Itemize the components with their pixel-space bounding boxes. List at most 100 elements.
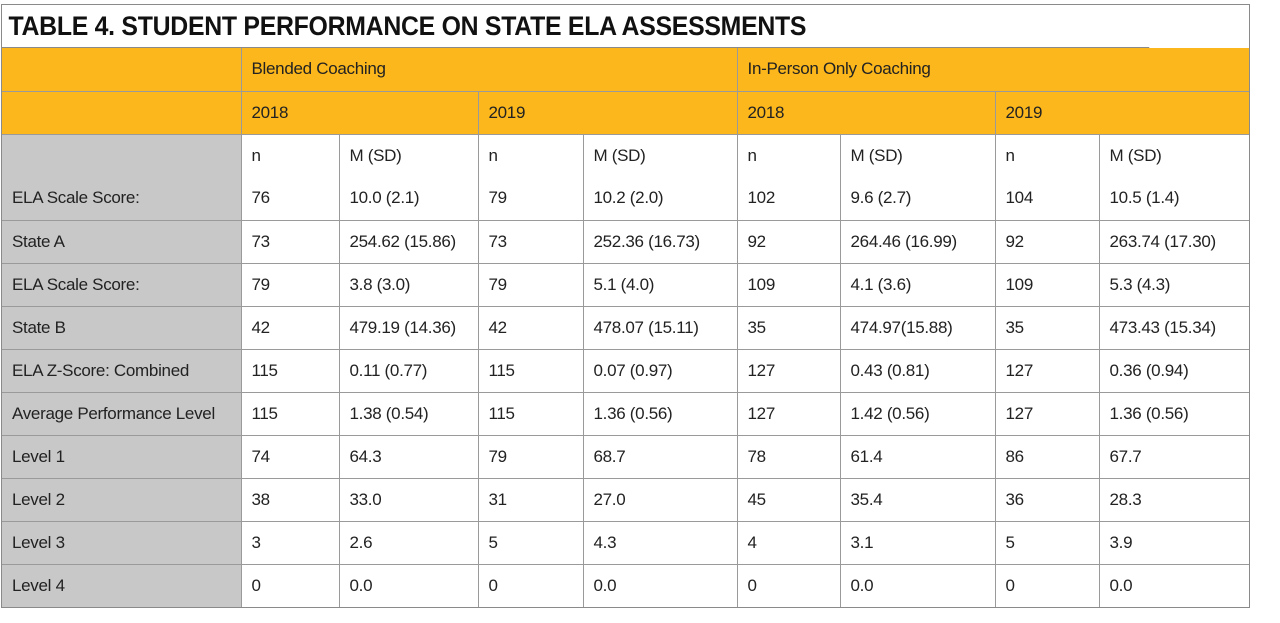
mean-sd-cell: 10.2 (2.0) [582,177,738,221]
mean-sd-cell: 28.3 [1098,477,1250,522]
n-cell: 127 [736,391,841,436]
mean-sd-cell: 10.0 (2.1) [338,177,479,221]
mean-sd-cell: 67.7 [1098,434,1250,479]
row-label: ELA Scale Score: [2,177,242,221]
mean-sd-cell: 0.0 [338,563,479,607]
row-label: State B [2,305,242,350]
n-cell: 0 [994,563,1100,607]
subheader-corner [2,133,242,177]
n-cell: 4 [736,520,841,565]
subheader-row: n M (SD) n M (SD) n M (SD) n M (SD) [2,133,1250,177]
mean-sd-cell: 3.8 (3.0) [338,262,479,307]
n-cell: 74 [240,434,340,479]
subheader-cell: M (SD) [1098,133,1250,177]
n-cell: 127 [736,348,841,393]
n-cell: 73 [477,219,584,264]
mean-sd-cell: 0.11 (0.77) [338,348,479,393]
year-header: 2018 [240,90,479,135]
year-header: 2019 [994,90,1250,135]
mean-sd-cell: 252.36 (16.73) [582,219,738,264]
n-cell: 109 [736,262,841,307]
table-frame: TABLE 4. STUDENT PERFORMANCE ON STATE EL… [1,4,1250,608]
row-label: Level 2 [2,477,242,522]
n-cell: 115 [240,348,340,393]
table-row: Level 4 0 0.0 0 0.0 0 0.0 0 0.0 [2,563,1250,607]
mean-sd-cell: 0.07 (0.97) [582,348,738,393]
subheader-cell: M (SD) [338,133,479,177]
table-row: Level 2 38 33.0 31 27.0 45 35.4 36 28.3 [2,477,1250,522]
year-header: 2018 [736,90,996,135]
mean-sd-cell: 5.3 (4.3) [1098,262,1250,307]
n-cell: 5 [994,520,1100,565]
subheader-cell: n [994,133,1100,177]
n-cell: 5 [477,520,584,565]
table-row: Level 1 74 64.3 79 68.7 78 61.4 86 67.7 [2,434,1250,479]
n-cell: 45 [736,477,841,522]
n-cell: 73 [240,219,340,264]
n-cell: 31 [477,477,584,522]
mean-sd-cell: 27.0 [582,477,738,522]
row-label: Level 3 [2,520,242,565]
row-label: State A [2,219,242,264]
mean-sd-cell: 0.43 (0.81) [839,348,996,393]
n-cell: 127 [994,348,1100,393]
year-header-row: 2018 2019 2018 2019 [2,90,1250,135]
row-label: Level 1 [2,434,242,479]
n-cell: 127 [994,391,1100,436]
n-cell: 76 [240,177,340,221]
table-row: State A 73 254.62 (15.86) 73 252.36 (16.73) 9… [2,219,1250,264]
n-cell: 92 [736,219,841,264]
year-header: 2019 [477,90,738,135]
mean-sd-cell: 1.36 (0.56) [582,391,738,436]
subheader-cell: M (SD) [839,133,996,177]
mean-sd-cell: 263.74 (17.30) [1098,219,1250,264]
mean-sd-cell: 254.62 (15.86) [338,219,479,264]
performance-table: Blended Coaching In-Person Only Coaching… [2,48,1250,607]
mean-sd-cell: 1.42 (0.56) [839,391,996,436]
group-header-corner [2,48,242,92]
n-cell: 0 [240,563,340,607]
n-cell: 42 [240,305,340,350]
group-header-blended: Blended Coaching [240,48,738,92]
mean-sd-cell: 264.46 (16.99) [839,219,996,264]
mean-sd-cell: 61.4 [839,434,996,479]
table-body: ELA Scale Score: 76 10.0 (2.1) 79 10.2 (2.0)… [2,177,1250,607]
row-label: Average Performance Level [2,391,242,436]
mean-sd-cell: 473.43 (15.34) [1098,305,1250,350]
n-cell: 0 [736,563,841,607]
table-row: ELA Scale Score: 79 3.8 (3.0) 79 5.1 (4.0) 10… [2,262,1250,307]
subheader-cell: n [477,133,584,177]
mean-sd-cell: 479.19 (14.36) [338,305,479,350]
mean-sd-cell: 3.9 [1098,520,1250,565]
mean-sd-cell: 0.0 [1098,563,1250,607]
n-cell: 92 [994,219,1100,264]
n-cell: 115 [477,348,584,393]
mean-sd-cell: 3.1 [839,520,996,565]
table-row: Average Performance Level 115 1.38 (0.54) 1… [2,391,1250,436]
table-row: Level 3 3 2.6 5 4.3 4 3.1 5 3.9 [2,520,1250,565]
mean-sd-cell: 0.36 (0.94) [1098,348,1250,393]
n-cell: 102 [736,177,841,221]
n-cell: 35 [994,305,1100,350]
n-cell: 78 [736,434,841,479]
mean-sd-cell: 1.38 (0.54) [338,391,479,436]
group-header-in-person: In-Person Only Coaching [736,48,1250,92]
subheader-cell: n [736,133,841,177]
n-cell: 79 [240,262,340,307]
table-row: State B 42 479.19 (14.36) 42 478.07 (15.11) 3… [2,305,1250,350]
mean-sd-cell: 68.7 [582,434,738,479]
group-header-row: Blended Coaching In-Person Only Coaching [2,48,1250,92]
row-label: Level 4 [2,563,242,607]
mean-sd-cell: 64.3 [338,434,479,479]
n-cell: 0 [477,563,584,607]
mean-sd-cell: 474.97(15.88) [839,305,996,350]
mean-sd-cell: 4.3 [582,520,738,565]
n-cell: 79 [477,434,584,479]
n-cell: 35 [736,305,841,350]
mean-sd-cell: 10.5 (1.4) [1098,177,1250,221]
n-cell: 86 [994,434,1100,479]
table-row: ELA Scale Score: 76 10.0 (2.1) 79 10.2 (2.0)… [2,177,1250,221]
mean-sd-cell: 478.07 (15.11) [582,305,738,350]
n-cell: 79 [477,262,584,307]
n-cell: 36 [994,477,1100,522]
